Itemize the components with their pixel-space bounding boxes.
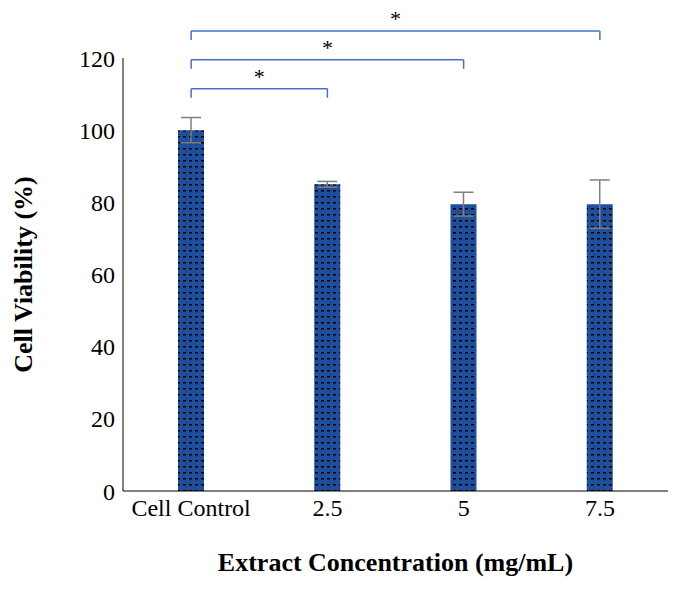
svg-text:*: * — [254, 64, 265, 89]
svg-text:2.5: 2.5 — [312, 495, 342, 521]
svg-text:100: 100 — [79, 118, 115, 144]
svg-text:*: * — [390, 8, 401, 31]
svg-text:60: 60 — [91, 262, 115, 288]
svg-text:5: 5 — [458, 495, 470, 521]
svg-text:40: 40 — [91, 334, 115, 360]
svg-text:Cell Control: Cell Control — [131, 495, 251, 521]
svg-text:120: 120 — [79, 46, 115, 72]
svg-text:Extract Concentration (mg/mL): Extract Concentration (mg/mL) — [218, 548, 573, 577]
svg-text:80: 80 — [91, 190, 115, 216]
svg-text:*: * — [322, 35, 333, 60]
svg-text:20: 20 — [91, 406, 115, 432]
svg-text:0: 0 — [103, 479, 115, 505]
svg-text:7.5: 7.5 — [585, 495, 615, 521]
svg-text:Cell Viability (%): Cell Viability (%) — [9, 176, 38, 372]
